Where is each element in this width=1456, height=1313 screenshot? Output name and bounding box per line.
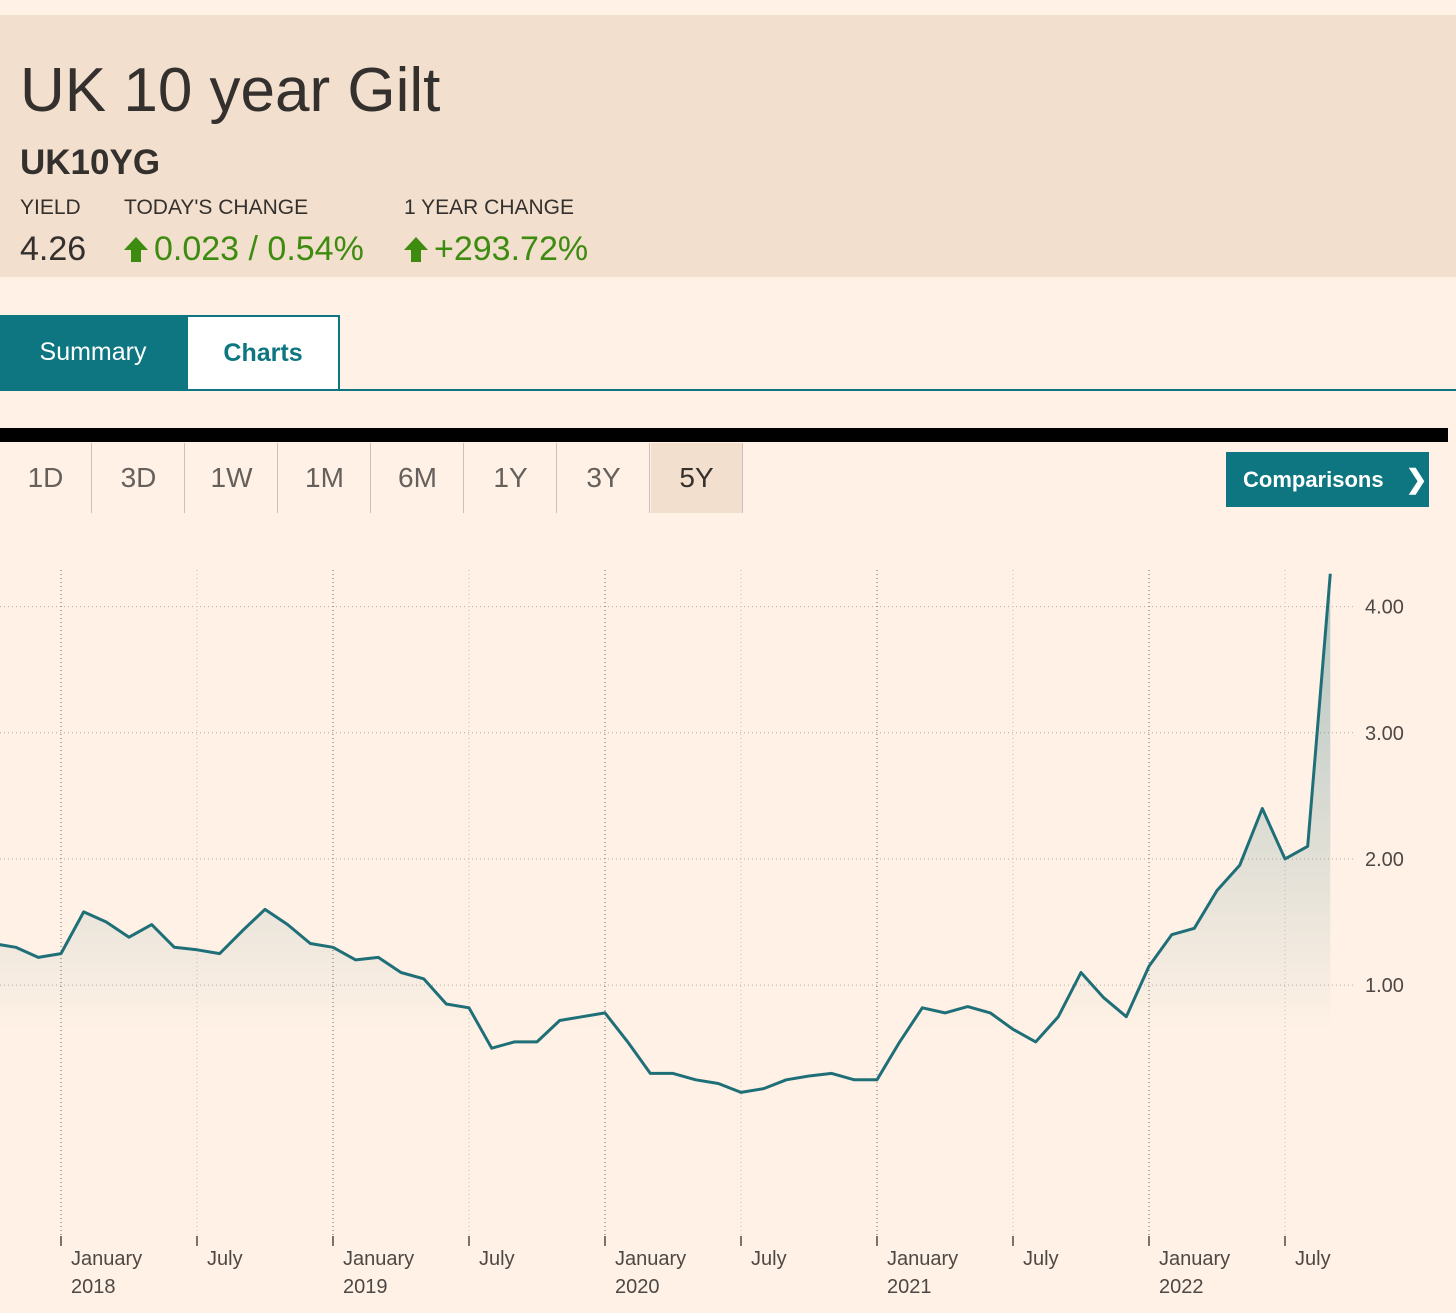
y-tick-label: 1.00: [1365, 975, 1404, 997]
up-arrow: [404, 237, 428, 262]
stat: 1 YEAR CHANGE +293.72%: [404, 196, 588, 269]
area: [0, 573, 1331, 1112]
x-tick-label: July: [207, 1248, 243, 1270]
chevron: ❯: [1405, 464, 1428, 494]
x-tick-label: July: [1295, 1248, 1331, 1270]
y-tick-label: 2.00: [1365, 849, 1404, 871]
stat-value-text: 0.023 / 0.54%: [154, 230, 364, 268]
stat: YIELD 4.26: [20, 196, 86, 269]
symbol: UK10YG: [20, 143, 161, 182]
button-label: Comparisons: [1243, 466, 1384, 492]
divider: [0, 428, 1448, 442]
stat-value: 0.023 / 0.54%: [124, 230, 364, 269]
stat-value: +293.72%: [404, 230, 588, 269]
x-tick-label: January 2019: [343, 1248, 414, 1298]
x-tick-label: January 2021: [887, 1248, 958, 1298]
y-tick-label: 4.00: [1365, 597, 1404, 619]
up-arrow: [124, 237, 148, 262]
title: UK 10 year Gilt: [20, 56, 441, 125]
range-button[interactable]: 6M: [372, 443, 464, 513]
x-tick-label: July: [479, 1248, 515, 1270]
stat-value-text: +293.72%: [434, 230, 589, 268]
x-tick-label: July: [751, 1248, 787, 1270]
stat-label: TODAY'S CHANGE: [124, 196, 309, 219]
range-button[interactable]: 1D: [0, 443, 92, 513]
range-button[interactable]: 3D: [93, 443, 185, 513]
x-tick-label: January 2022: [1159, 1248, 1230, 1298]
range-button[interactable]: 5Y: [651, 443, 743, 513]
range-button[interactable]: 1W: [186, 443, 278, 513]
range-button[interactable]: 3Y: [558, 443, 650, 513]
range-button[interactable]: 1M: [279, 443, 371, 513]
comparisons-button[interactable]: Comparisons ❯: [1226, 452, 1429, 507]
line: [0, 573, 1332, 1094]
x-tick-label: July: [1023, 1248, 1059, 1270]
range-button[interactable]: 1Y: [465, 443, 557, 513]
plot: [0, 573, 1332, 1112]
tab[interactable]: Summary: [0, 315, 186, 390]
tab-underline: [0, 389, 1456, 391]
x-tick-label: January 2018: [71, 1248, 142, 1298]
quote-header: UK 10 year Gilt UK10YG YIELD 4.26 TODAY'…: [0, 15, 1456, 277]
x-tick-label: January 2020: [615, 1248, 686, 1298]
tab[interactable]: Charts: [186, 315, 340, 390]
stat-label: YIELD: [20, 196, 81, 219]
stat: TODAY'S CHANGE 0.023 / 0.54%: [124, 196, 364, 269]
stat-value: 4.26: [20, 230, 87, 268]
y-tick-label: 3.00: [1365, 723, 1404, 745]
stat-label: 1 YEAR CHANGE: [404, 196, 574, 219]
